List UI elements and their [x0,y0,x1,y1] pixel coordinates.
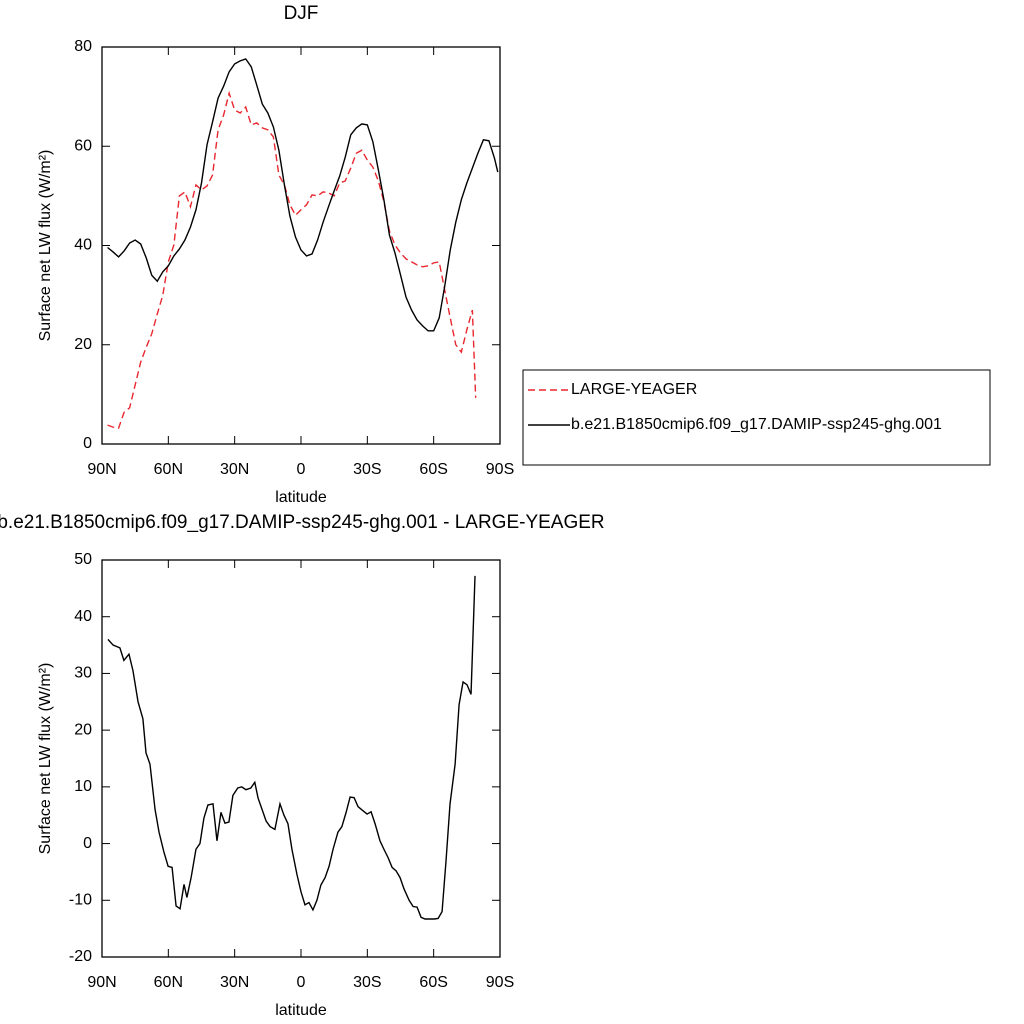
x-tick-label: 30N [220,974,249,991]
x-axis-label: latitude [275,1002,327,1019]
x-tick-label: 0 [297,461,306,478]
x-tick-label: 60N [154,461,183,478]
x-tick-label: 90N [87,974,116,991]
y-axis-label: Surface net LW flux (W/m²) [37,150,54,342]
series-line [107,575,476,920]
y-tick-label: 60 [74,137,92,154]
x-tick-label: 30S [353,974,381,991]
series-line [107,58,499,332]
x-axis-label: latitude [275,489,327,506]
y-tick-label: -20 [69,948,92,965]
y-axis-label: Surface net LW flux (W/m²) [37,663,54,855]
legend-label: LARGE-YEAGER [571,381,697,398]
y-tick-label: 0 [83,835,92,852]
x-tick-label: 90N [87,461,116,478]
x-tick-label: 90S [486,461,514,478]
y-tick-label: 40 [74,608,92,625]
x-tick-label: 90S [486,974,514,991]
y-tick-label: 20 [74,336,92,353]
series-line [107,90,477,429]
y-tick-label: 10 [74,778,92,795]
chart-title: b.e21.B1850cmip6.f09_g17.DAMIP-ssp245-gh… [0,512,605,533]
y-tick-label: 0 [83,435,92,452]
x-tick-label: 0 [297,974,306,991]
plot-frame [101,559,501,958]
plot-frame [101,46,501,445]
legend-box [522,369,991,466]
y-tick-label: 80 [74,38,92,55]
x-tick-label: 60S [419,974,447,991]
legend-label: b.e21.B1850cmip6.f09_g17.DAMIP-ssp245-gh… [571,416,942,433]
x-tick-label: 30S [353,461,381,478]
y-tick-label: -10 [69,892,92,909]
y-tick-label: 30 [74,665,92,682]
x-tick-label: 30N [220,461,249,478]
y-tick-label: 20 [74,721,92,738]
chart-title: DJF [284,3,319,24]
x-tick-label: 60N [154,974,183,991]
y-tick-label: 50 [74,551,92,568]
y-tick-label: 40 [74,237,92,254]
x-tick-label: 60S [419,461,447,478]
